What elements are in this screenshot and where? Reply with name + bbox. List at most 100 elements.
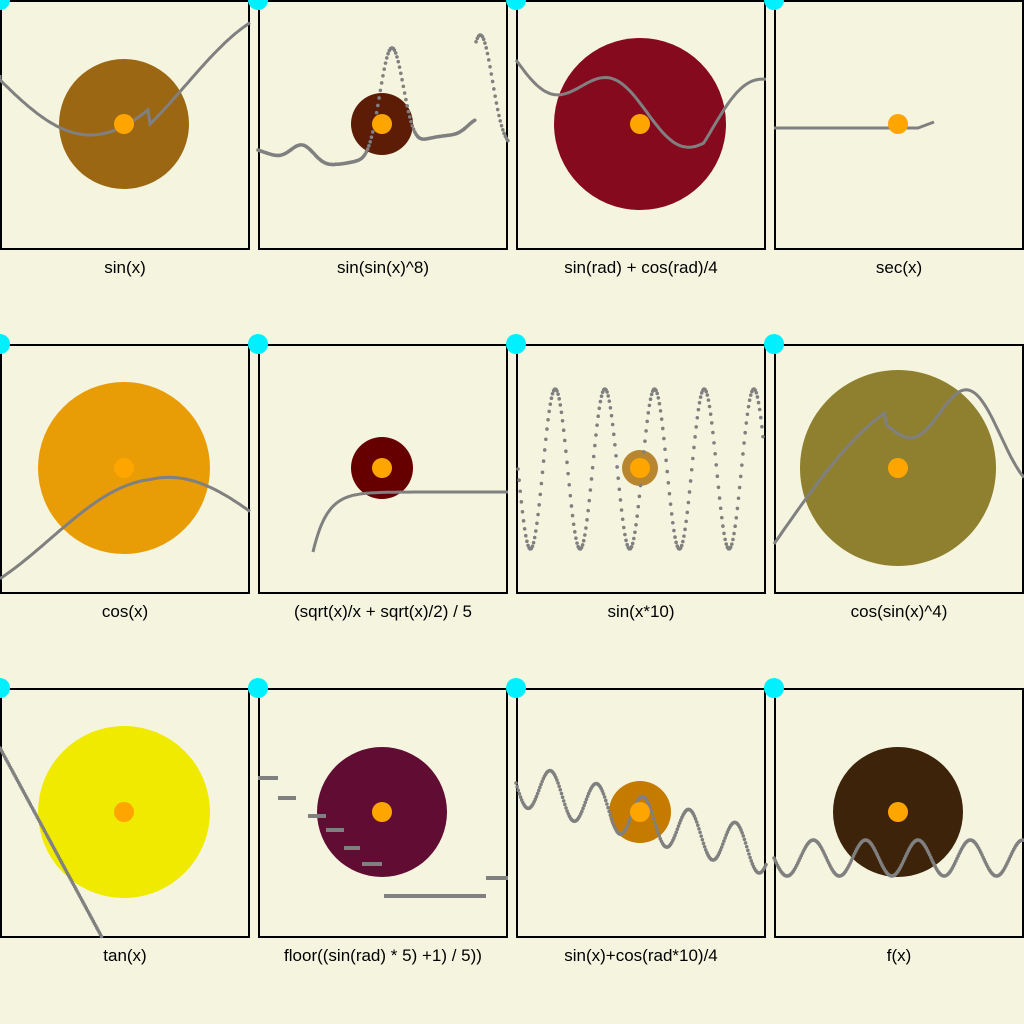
curve-point [589, 477, 594, 481]
drag-handle[interactable] [0, 334, 10, 354]
curve-point [602, 795, 607, 799]
center-dot [114, 114, 134, 134]
drag-handle[interactable] [0, 678, 10, 698]
curve-point [364, 150, 369, 154]
drag-handle[interactable] [764, 334, 784, 354]
function-cell-3: sin(rad) + cos(rad)/4 [514, 0, 767, 280]
curve-point [515, 784, 519, 789]
plot-canvas [514, 38, 767, 210]
curve-point [672, 528, 676, 533]
curve-point [472, 118, 477, 123]
curve-point [682, 534, 686, 538]
curve-point [411, 127, 416, 132]
curve-point [647, 403, 652, 408]
curve-point [409, 119, 413, 124]
curve-point [744, 421, 749, 425]
curve-point [704, 389, 709, 394]
curve-point [516, 788, 521, 793]
curve-point [620, 517, 625, 522]
curve-point [700, 838, 705, 842]
curve-point [719, 515, 724, 520]
function-curve [514, 59, 767, 149]
curve-point [662, 436, 666, 441]
curve-point [566, 471, 570, 476]
curve-point [687, 490, 692, 494]
curve-point [518, 489, 523, 494]
curve-point [386, 51, 390, 56]
curve-point [706, 398, 711, 402]
curve-point [698, 395, 703, 399]
curve-point [370, 130, 375, 134]
curve-point [674, 830, 679, 835]
curve-point [377, 96, 381, 100]
curve-point [672, 836, 676, 840]
curve-point [754, 390, 759, 395]
curve-point [731, 537, 735, 542]
curve-point [689, 467, 694, 472]
function-cell-4: sec(x) [774, 0, 1024, 280]
curve-point [748, 393, 753, 397]
curve-point [499, 123, 504, 128]
function-label: sin(x) [104, 258, 146, 277]
curve-point [378, 88, 383, 93]
curve-point [493, 94, 497, 98]
center-dot [114, 458, 134, 478]
drag-handle[interactable] [506, 334, 526, 354]
curve-point [374, 110, 379, 115]
curve-point [659, 417, 664, 421]
curve-point [575, 541, 579, 545]
curve-point [565, 809, 569, 813]
drag-handle[interactable] [0, 0, 10, 10]
curve-point [686, 500, 691, 505]
curve-point [600, 789, 605, 793]
curve-point [485, 51, 490, 56]
curve-point [615, 465, 619, 469]
curve-point [585, 794, 590, 799]
curve-point [595, 423, 599, 427]
curve-point [746, 404, 751, 409]
curve-point [553, 775, 558, 780]
curve-point [616, 476, 621, 481]
function-cell-6: (sqrt(x)/x + sqrt(x)/2) / 5 [258, 344, 508, 624]
function-cell-12: f(x) [772, 688, 1024, 968]
curve-point [607, 809, 611, 814]
curve-point [624, 538, 628, 543]
drag-handle[interactable] [248, 334, 268, 354]
curve-point [561, 799, 566, 803]
curve-point [559, 410, 564, 415]
function-label: cos(x) [101, 602, 149, 621]
plot-canvas [258, 747, 508, 898]
center-dot [630, 458, 650, 478]
drag-handle[interactable] [506, 678, 526, 698]
curve-point [474, 39, 478, 44]
curve-point [677, 821, 682, 825]
drag-handle[interactable] [506, 0, 526, 10]
drag-handle[interactable] [764, 0, 784, 10]
curve-point [632, 536, 636, 541]
curve-point [492, 87, 496, 91]
curve-point [593, 443, 597, 448]
curve-point [605, 390, 609, 394]
curve-point [561, 428, 566, 433]
curve-point [713, 451, 717, 456]
curve-point [715, 474, 720, 478]
plot-canvas [516, 387, 765, 551]
drag-handle[interactable] [248, 678, 268, 698]
curve-point [697, 400, 702, 405]
curve-point [642, 450, 646, 454]
curve-point [701, 841, 706, 846]
curve-point [681, 539, 685, 544]
curve-point [696, 407, 701, 412]
curve-point [517, 791, 522, 796]
curve-point [365, 147, 370, 151]
curve-point [399, 71, 403, 76]
plot-frame [774, 688, 1024, 938]
drag-handle[interactable] [764, 678, 784, 698]
curve-point [733, 524, 737, 529]
curve-point [656, 830, 660, 835]
curve-point [396, 59, 401, 64]
curve-point [579, 545, 584, 550]
curve-point [495, 107, 500, 112]
curve-point [563, 802, 567, 807]
drag-handle[interactable] [248, 0, 268, 10]
